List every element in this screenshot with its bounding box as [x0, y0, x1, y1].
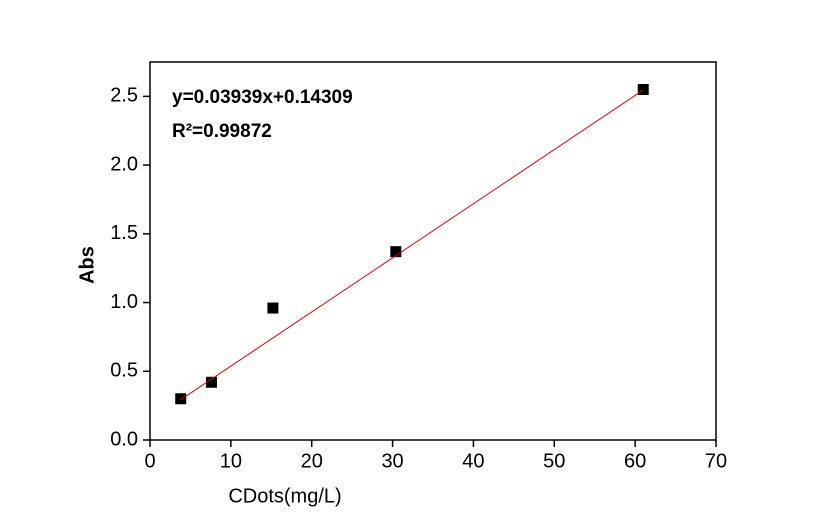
data-point — [205, 376, 217, 388]
y-tick-label: 0.0 — [110, 428, 138, 450]
x-tick-label: 10 — [220, 450, 242, 472]
y-axis-title: Abs — [76, 246, 98, 284]
x-tick-label: 60 — [624, 450, 646, 472]
annotation: y=0.03939x+0.14309 — [172, 87, 353, 108]
x-tick-label: 40 — [462, 450, 484, 472]
plot-frame — [149, 61, 717, 441]
x-tick-label: 0 — [144, 450, 155, 472]
x-tick-label: 50 — [543, 450, 565, 472]
data-point — [267, 302, 279, 314]
data-point — [390, 246, 402, 258]
data-point — [637, 83, 649, 95]
x-axis-title: CDots(mg/L) — [228, 485, 341, 507]
y-tick-label: 0.5 — [110, 360, 138, 382]
x-tick-label: 30 — [381, 450, 403, 472]
x-tick-label: 20 — [301, 450, 323, 472]
annotation: R²=0.99872 — [172, 121, 272, 142]
fit-line — [180, 89, 644, 401]
y-tick-label: 2.0 — [110, 153, 138, 175]
data-point — [175, 393, 187, 405]
y-tick-label: 1.0 — [110, 291, 138, 313]
x-tick-label: 70 — [705, 450, 727, 472]
y-tick-label: 2.5 — [110, 85, 138, 107]
y-tick-label: 1.5 — [110, 222, 138, 244]
